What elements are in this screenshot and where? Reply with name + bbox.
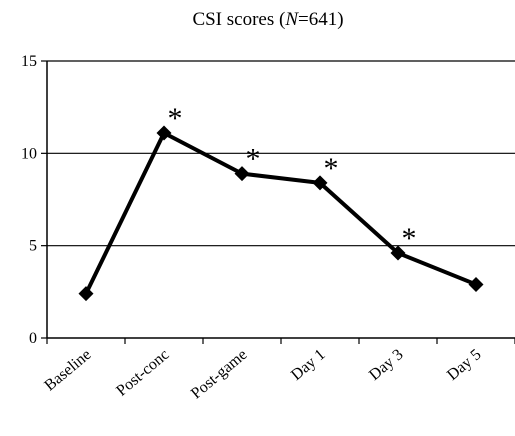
x-tick-label: Post-conc — [113, 346, 172, 400]
chart-title: CSI scores (N=641) — [192, 9, 343, 30]
x-tick-label: Day 5 — [444, 346, 485, 384]
data-point — [468, 276, 484, 292]
significance-star: * — [402, 222, 417, 255]
significance-star: * — [246, 143, 261, 176]
y-tick-label: 5 — [29, 238, 37, 255]
data-point — [78, 286, 94, 302]
significance-star: * — [324, 152, 339, 185]
x-tick-label: Day 1 — [288, 346, 329, 384]
x-tick-label: Baseline — [41, 346, 94, 394]
y-tick-label: 0 — [29, 330, 37, 347]
plot-area: 0 5 10 15 Baseline Post-conc Post-game Day 1 Day… — [21, 53, 515, 402]
significance-star: * — [168, 102, 183, 135]
data-point — [312, 175, 328, 191]
data-point — [390, 245, 406, 261]
x-tick-label: Day 3 — [366, 346, 407, 384]
series-line — [84, 131, 477, 295]
x-tick-label: Post-game — [188, 346, 251, 402]
data-point — [234, 166, 250, 182]
y-tick-label: 15 — [21, 53, 37, 70]
data-point — [156, 125, 172, 141]
y-tick-label: 10 — [21, 145, 37, 162]
